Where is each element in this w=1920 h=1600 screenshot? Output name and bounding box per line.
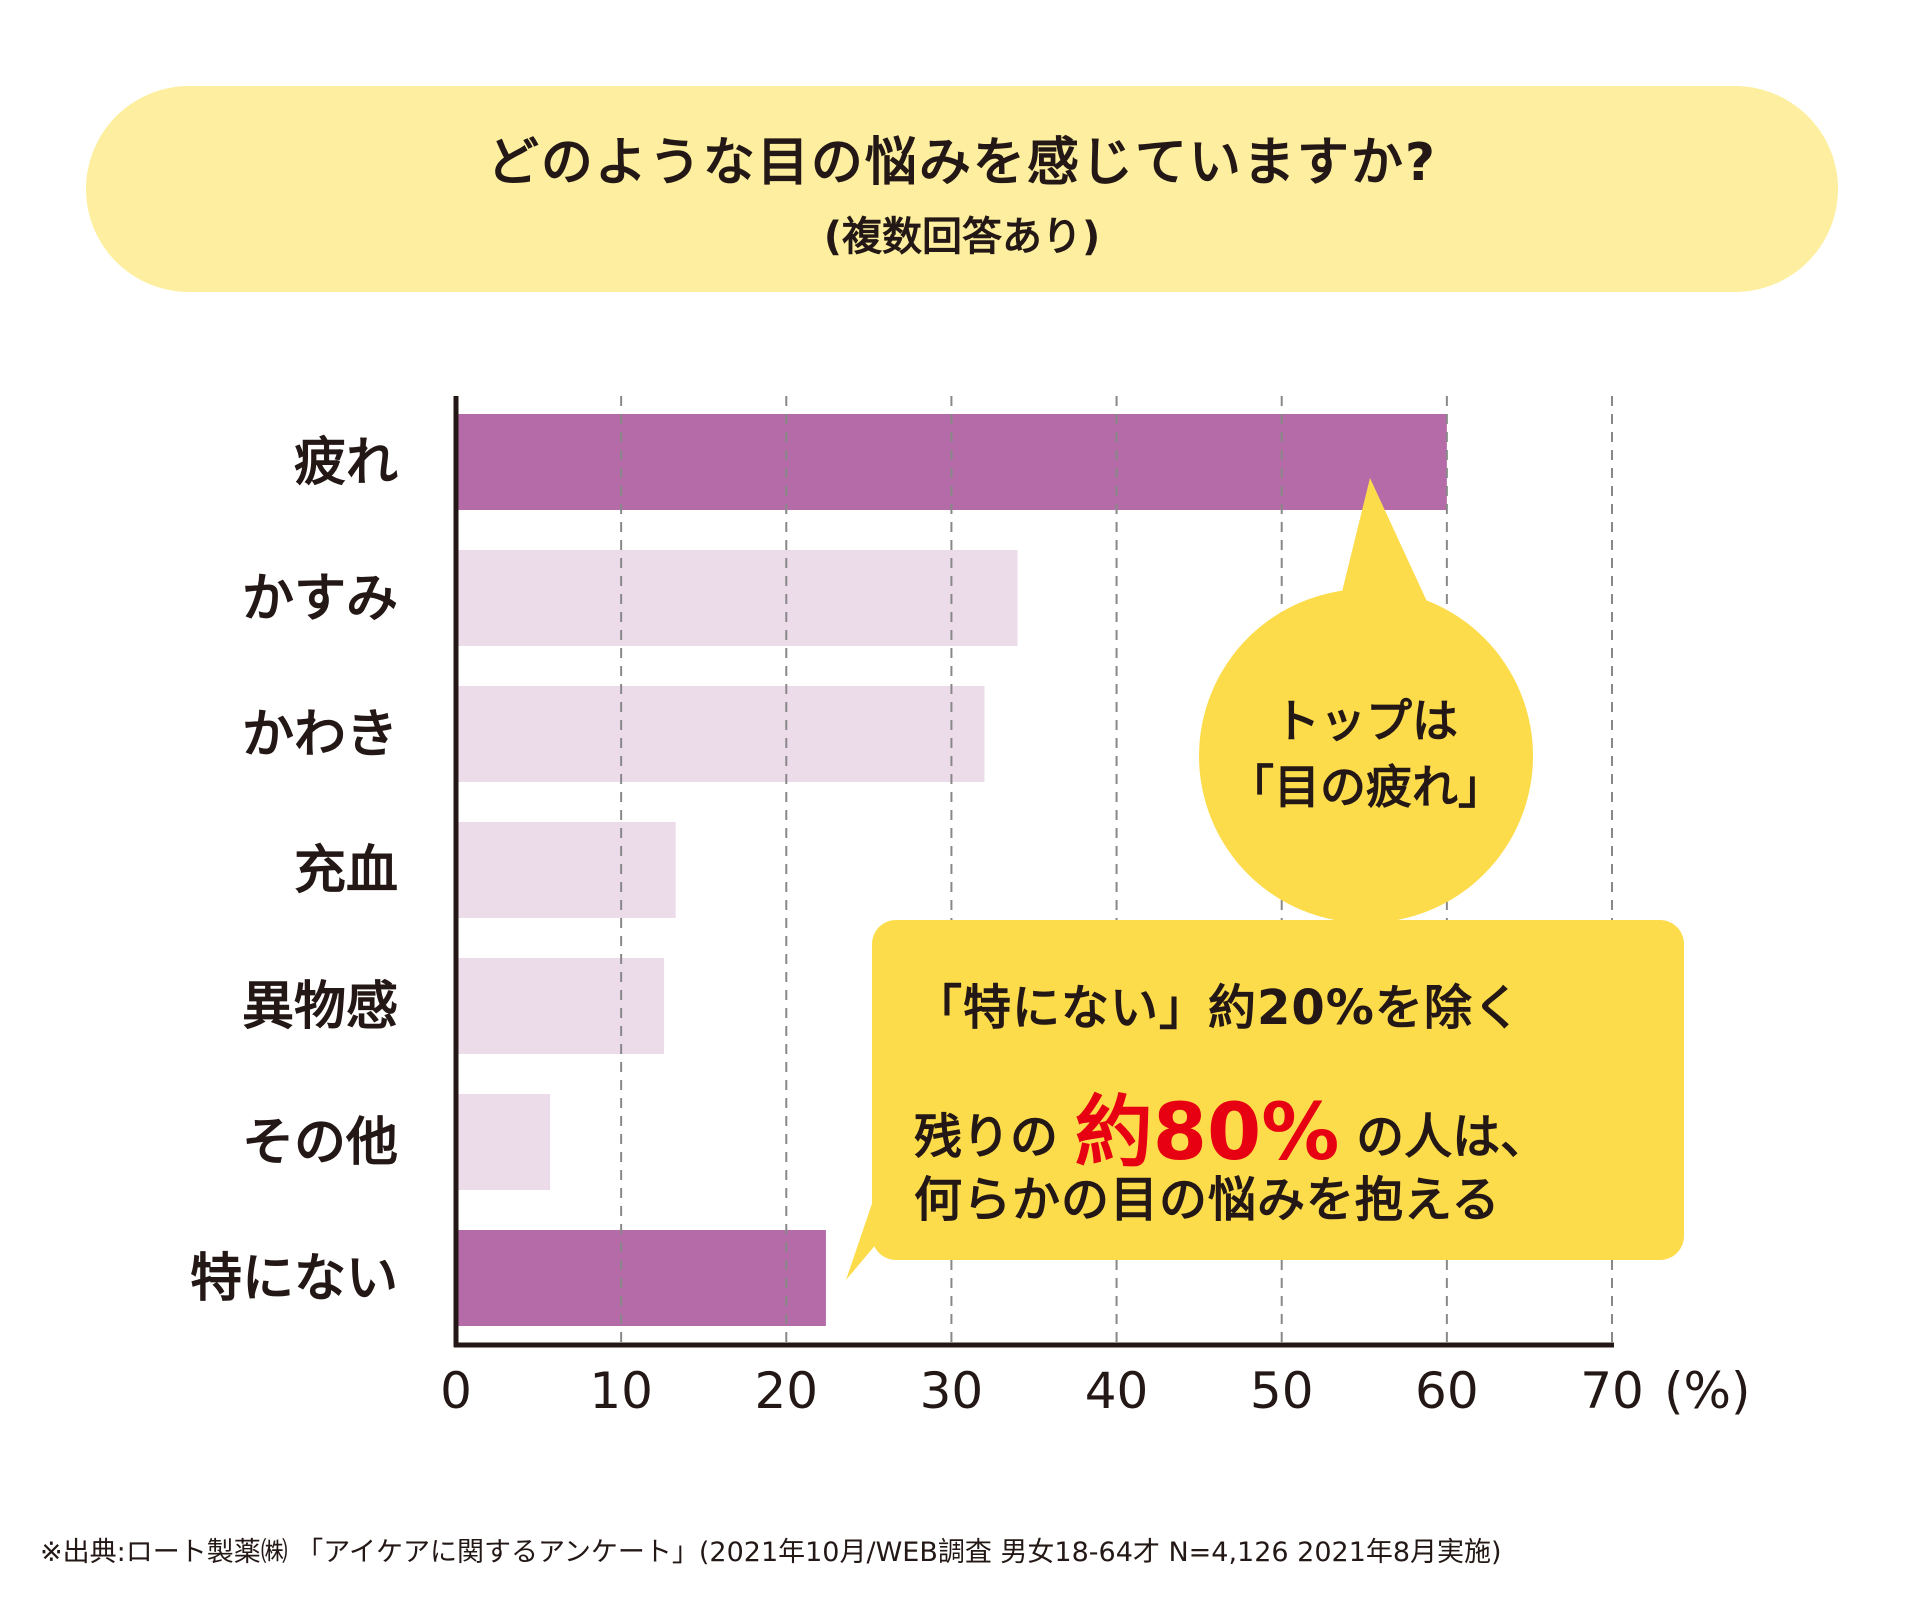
- note-line3: 何らかの目の悩みを抱える: [914, 1172, 1501, 1228]
- callout-circle: トップは 「目の疲れ」: [1199, 589, 1533, 923]
- bar: [456, 958, 665, 1054]
- x-tick-label: 60: [1415, 1362, 1479, 1420]
- title-banner: どのような目の悩みを感じていますか? (複数回答あり): [86, 86, 1838, 292]
- note-emphasis: 約80%: [1074, 1088, 1340, 1178]
- bar: [456, 1230, 826, 1326]
- x-tick-label: 40: [1085, 1362, 1149, 1420]
- chart-title: どのような目の悩みを感じていますか?: [486, 133, 1438, 193]
- x-tick-label: 50: [1250, 1362, 1314, 1420]
- x-tick-label: 20: [754, 1362, 818, 1420]
- x-tick-label: 10: [589, 1362, 653, 1420]
- category-label: 疲れ: [294, 433, 398, 493]
- callout-circle-line1: トップは: [1274, 694, 1458, 748]
- category-label: 特にない: [190, 1249, 398, 1309]
- source-note: ※出典:ロート製薬㈱ 「アイケアに関するアンケート」(2021年10月/WEB調…: [40, 1537, 1502, 1568]
- bar: [456, 686, 985, 782]
- callout-circle-line2: 「目の疲れ」: [1228, 760, 1504, 814]
- bar: [456, 822, 676, 918]
- x-tick-label: 70: [1580, 1362, 1644, 1420]
- x-axis-unit: (%): [1664, 1362, 1751, 1420]
- category-label: 充血: [294, 841, 398, 901]
- category-label: 異物感: [242, 977, 398, 1037]
- bar: [456, 550, 1018, 646]
- x-tick-label: 0: [440, 1362, 472, 1420]
- note-line2-post: の人は、: [1339, 1109, 1549, 1165]
- chart-subtitle: (複数回答あり): [823, 214, 1101, 260]
- x-tick-label: 30: [920, 1362, 984, 1420]
- note-line1: 「特にない」約20%を除く: [914, 980, 1522, 1036]
- note-line2-pre: 残りの: [914, 1109, 1075, 1165]
- note-line2: 残りの 約80% の人は、: [914, 1070, 1548, 1182]
- category-label: その他: [242, 1113, 398, 1173]
- category-label: かすみ: [242, 569, 398, 629]
- callout-pointer: [1338, 478, 1430, 608]
- bar: [456, 1094, 551, 1190]
- category-label: かわき: [242, 705, 398, 765]
- note-box: 「特にない」約20%を除く 残りの 約80% の人は、 何らかの目の悩みを抱える: [872, 920, 1684, 1260]
